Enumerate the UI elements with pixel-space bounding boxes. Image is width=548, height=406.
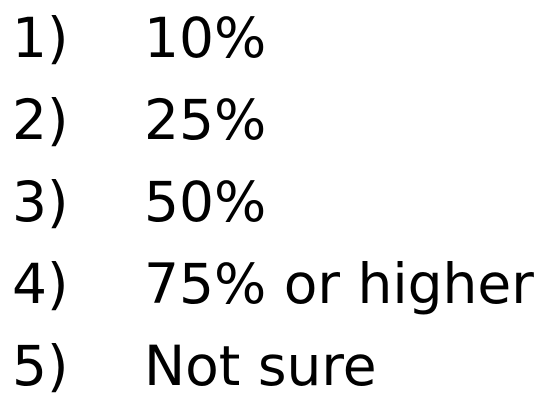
option-text: 25%	[144, 88, 267, 152]
option-text: Not sure	[144, 334, 377, 398]
option-number: 1)	[12, 6, 69, 70]
option-number: 4)	[12, 252, 69, 316]
option-number: 3)	[12, 170, 69, 234]
option-number: 5)	[12, 334, 69, 398]
option-text: 50%	[144, 170, 267, 234]
option-text: 10%	[144, 6, 267, 70]
option-number: 2)	[12, 88, 69, 152]
option-text: 75% or higher	[144, 252, 534, 316]
